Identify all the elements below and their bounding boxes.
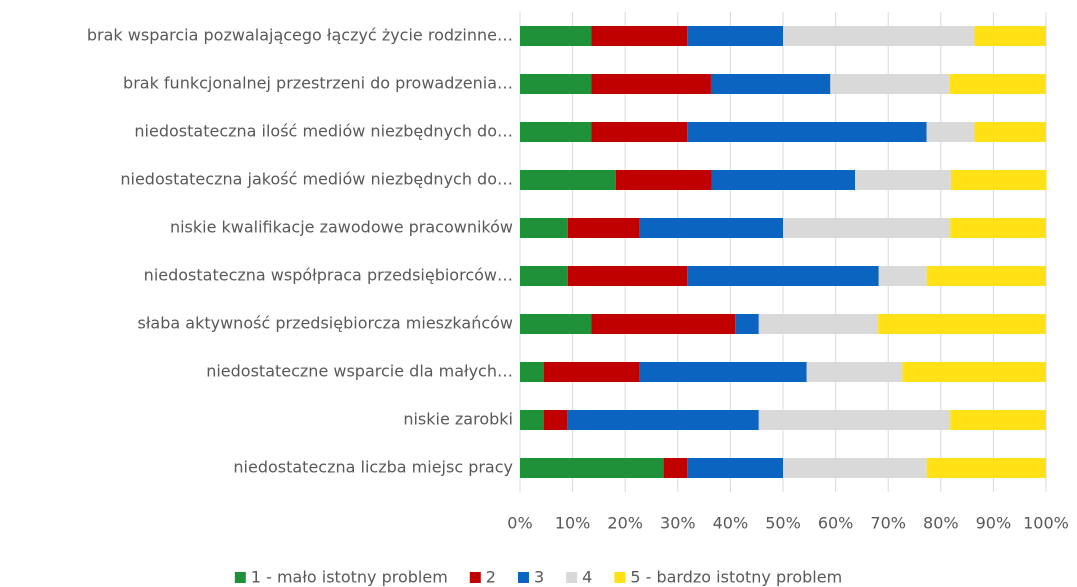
bar-segment: [687, 458, 783, 478]
bar-segment: [591, 74, 711, 94]
bar-segment: [543, 362, 640, 382]
bar-segment: [710, 74, 831, 94]
bar-segment: [783, 218, 951, 238]
bar-segment: [520, 410, 544, 430]
x-tick-label: 10%: [555, 514, 591, 533]
bar-segment: [567, 410, 759, 430]
bar-segment: [735, 314, 759, 334]
legend-label: 3: [534, 568, 544, 587]
bar-segment: [520, 170, 616, 190]
bar-segment: [783, 458, 927, 478]
bar-segment: [591, 122, 688, 142]
bar-segment: [520, 218, 568, 238]
bar-segment: [639, 362, 807, 382]
legend-swatch: [469, 572, 481, 583]
bar-segment: [567, 218, 640, 238]
bar-segment: [711, 170, 856, 190]
x-tick-label: 90%: [976, 514, 1012, 533]
x-tick-label: 20%: [607, 514, 643, 533]
x-tick-label: 50%: [765, 514, 801, 533]
bar-segment: [520, 458, 664, 478]
bar-segment: [926, 458, 1046, 478]
bar-segment: [687, 122, 927, 142]
bar-segment: [615, 170, 712, 190]
bar-segment: [591, 26, 688, 46]
y-tick-label: niedostateczna jakość mediów niezbędnych…: [120, 170, 513, 189]
bar-segment: [926, 122, 975, 142]
y-tick-label: niskie zarobki: [403, 410, 513, 429]
legend-swatch: [234, 572, 246, 583]
legend-label: 1 - mało istotny problem: [251, 568, 448, 587]
y-tick-label: niedostateczna liczba miejsc pracy: [233, 458, 513, 477]
bar-segment: [663, 458, 688, 478]
legend-label: 5 - bardzo istotny problem: [630, 568, 842, 587]
bar-segment: [926, 266, 1046, 286]
legend-label: 2: [486, 568, 496, 587]
bar-segment: [520, 122, 592, 142]
bar-segment: [950, 410, 1046, 430]
bar-segment: [591, 314, 736, 334]
bar-segment: [902, 362, 1046, 382]
y-tick-label: niskie kwalifikacje zawodowe pracowników: [170, 218, 513, 237]
x-tick-label: 40%: [713, 514, 749, 533]
bar-segment: [520, 26, 592, 46]
bar-segment: [567, 266, 688, 286]
bar-segment: [758, 314, 879, 334]
x-tick-label: 80%: [923, 514, 959, 533]
bar-segment: [950, 218, 1046, 238]
bar-segment: [758, 410, 951, 430]
bar-segment: [520, 314, 592, 334]
bar-segment: [950, 170, 1047, 190]
y-tick-label: brak wsparcia pozwalającego łączyć życie…: [87, 26, 513, 45]
bar-segment: [830, 74, 950, 94]
bar-segment: [855, 170, 951, 190]
legend-swatch: [566, 572, 578, 583]
bar-segment: [878, 314, 1046, 334]
y-tick-label: niedostateczna współpraca przedsiębiorcó…: [144, 266, 513, 285]
bar-segment: [639, 218, 783, 238]
bar-segment: [543, 410, 568, 430]
bar-segment: [806, 362, 903, 382]
y-tick-label: niedostateczna ilość mediów niezbędnych …: [134, 122, 513, 141]
bar-segment: [949, 74, 1046, 94]
bar-segment: [687, 26, 783, 46]
y-tick-label: słaba aktywność przedsiębiorcza mieszkań…: [138, 314, 513, 333]
bar-segment: [520, 74, 592, 94]
bar-segment: [783, 26, 975, 46]
bar-segment: [687, 266, 879, 286]
bar-segment: [974, 122, 1046, 142]
x-tick-label: 60%: [818, 514, 854, 533]
x-tick-label: 0%: [507, 514, 532, 533]
legend-swatch: [614, 572, 626, 583]
legend-label: 4: [582, 568, 592, 587]
x-tick-label: 70%: [870, 514, 906, 533]
y-tick-label: niedostateczne wsparcie dla małych…: [206, 362, 513, 381]
y-tick-label: brak funkcjonalnej przestrzeni do prowad…: [123, 74, 513, 93]
bar-segment: [974, 26, 1046, 46]
legend-swatch: [517, 572, 529, 583]
bar-segment: [520, 362, 544, 382]
bar-segment: [520, 266, 568, 286]
x-tick-label: 30%: [660, 514, 696, 533]
x-tick-label: 100%: [1023, 514, 1069, 533]
bar-segment: [878, 266, 927, 286]
